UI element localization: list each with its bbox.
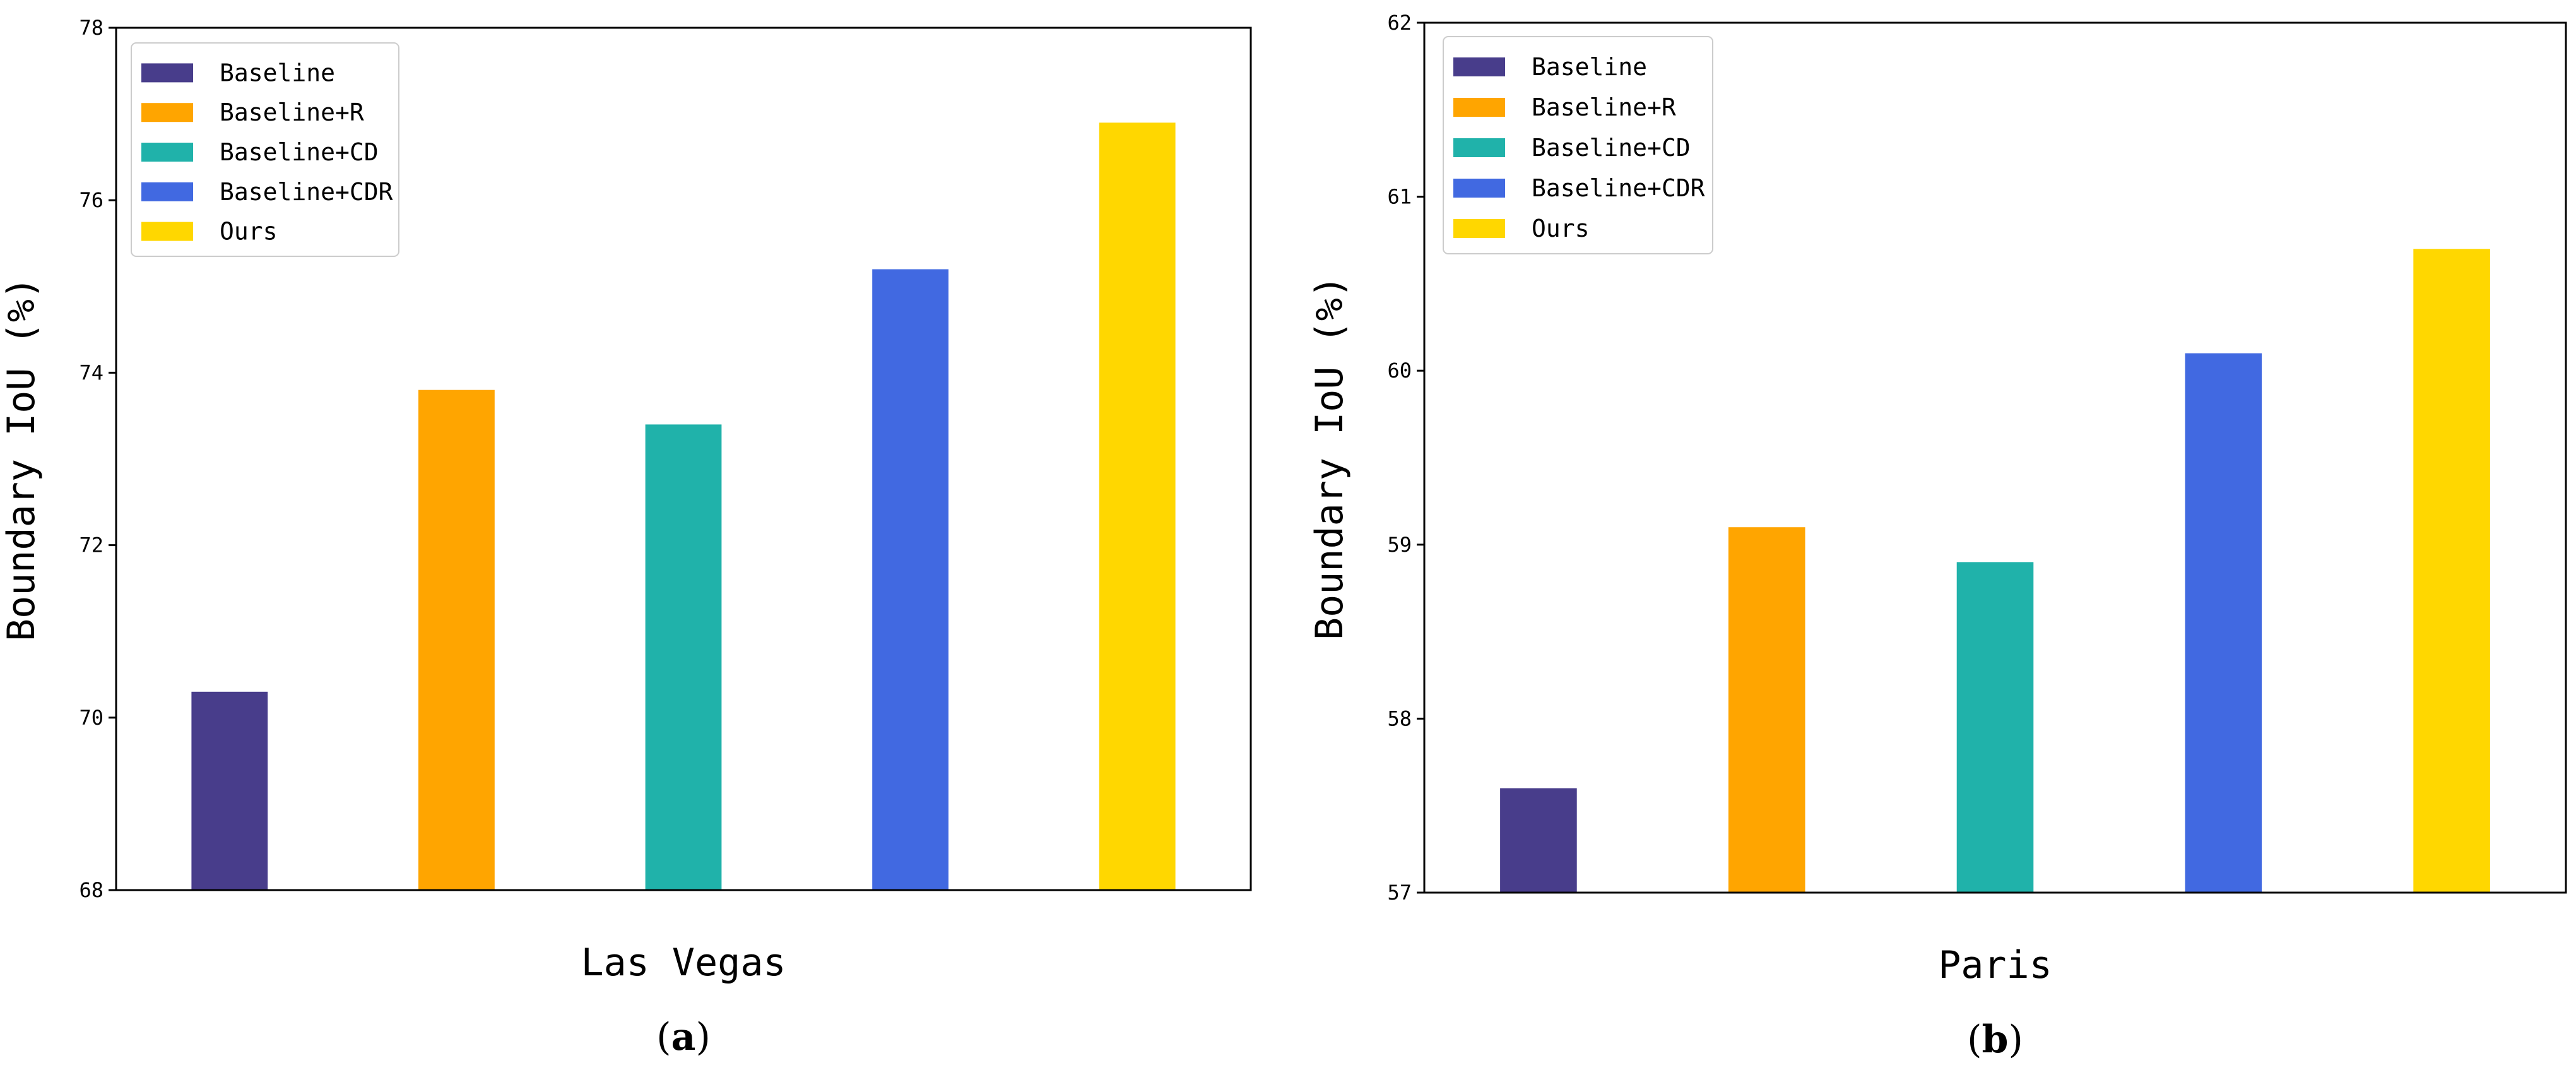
x-axis-label: Las Vegas [581,941,786,985]
x-axis-label: Paris [1938,943,2052,987]
bar-baseline [191,691,268,890]
legend-swatch [141,143,193,162]
y-axis-label: Boundary IoU (%) [1308,275,1352,640]
y-tick-label: 57 [1387,881,1412,905]
bar-baseline-plus-cd [645,424,722,890]
bar-baseline-plus-r [418,389,495,890]
y-tick-label: 72 [79,533,103,557]
chart-panel-b: 57 58 59 60 61 62 Boundary IoU (%) Paris (b) Base… [1308,11,2567,1062]
y-axis-label: Boundary IoU (%) [0,276,44,641]
legend: Baseline Baseline+R Baseline+CD Baseline+CD… [131,42,399,257]
legend-box [1443,36,1713,254]
legend-entry: Baseline+R [220,98,364,126]
panel-label: (a) [656,1015,711,1059]
y-tick-label: 61 [1387,185,1412,209]
y-tick-label: 74 [79,360,103,384]
panel-label: (b) [1967,1018,2023,1062]
bar-ours [2413,249,2490,893]
legend-entry: Ours [1532,215,1590,242]
legend-entry: Baseline+R [1532,93,1676,121]
plot-frame [115,27,1252,891]
y-tick-label: 59 [1387,533,1412,557]
chart-panel-a: 68 70 72 74 76 78 Boundary IoU (%) Las Vegas (a)… [0,16,1252,1059]
bar-baseline-plus-cdr [2185,353,2262,893]
bar-baseline-plus-r [1728,527,1805,893]
legend-swatch [1453,98,1505,117]
bar-baseline [1500,788,1577,893]
legend-entry: Baseline+CD [220,138,379,166]
legend-swatch [1453,57,1505,76]
y-tick-label: 70 [79,706,103,730]
legend-swatch [141,222,193,241]
legend-swatch [141,103,193,122]
legend-swatch [1453,179,1505,198]
bar-baseline-plus-cdr [872,269,948,890]
bar-ours [1099,122,1176,890]
legend-entry: Baseline+CDR [220,178,393,206]
plot-frame [1423,21,2567,894]
legend-entry: Baseline [220,59,335,86]
legend-entry: Baseline [1532,53,1647,81]
y-tick-label: 76 [79,188,103,212]
legend-entry: Ours [220,218,278,246]
y-tick-label: 58 [1387,706,1412,730]
legend-entry: Baseline+CDR [1532,174,1705,202]
bar-baseline-plus-cd [1956,562,2034,893]
y-tick-label: 68 [79,878,103,902]
legend-entry: Baseline+CD [1532,134,1691,162]
legend-box [131,42,399,257]
y-tick-label: 60 [1387,359,1412,383]
legend-swatch [1453,138,1505,157]
legend: Baseline Baseline+R Baseline+CD Baseline+CD… [1443,36,1713,254]
y-tick-label: 62 [1387,11,1412,35]
chart-root: 68 70 72 74 76 78 Boundary IoU (%) Las Vegas (a)… [0,11,2567,1062]
legend-swatch [141,182,193,201]
legend-swatch [1453,219,1505,238]
y-tick-label: 78 [79,16,103,40]
legend-swatch [141,63,193,83]
